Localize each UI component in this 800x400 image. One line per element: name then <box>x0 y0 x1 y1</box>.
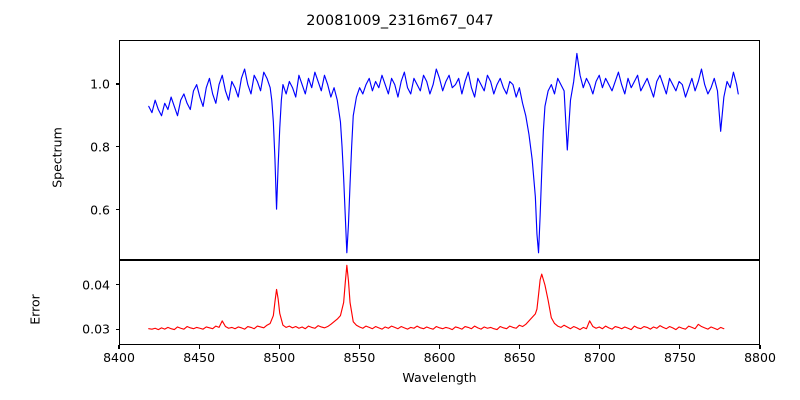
x-tick-mark-8600 <box>438 345 441 349</box>
spectrum-line-series <box>148 52 739 254</box>
error-y-axis-label: Error <box>27 294 43 325</box>
spectrum-y-tick-label-0: 0.6 <box>90 202 110 218</box>
x-tick-mark-8800 <box>759 345 761 349</box>
error-y-tick-mark-0 <box>115 328 119 330</box>
x-tick-mark-8750 <box>679 345 681 349</box>
x-tick-label-8550: 8550 <box>343 350 376 365</box>
x-tick-label-8400: 8400 <box>103 350 135 365</box>
error-y-tick-mark-1 <box>115 284 119 286</box>
x-tick-label-8650: 8650 <box>503 350 536 365</box>
page-title: 20081009_2316m67_047 <box>306 13 494 29</box>
x-tick-mark-8500 <box>278 345 280 349</box>
x-tick-label-8750: 8750 <box>663 350 696 365</box>
error-y-tick-label-1: 0.04 <box>82 277 110 293</box>
x-tick-label-8450: 8450 <box>183 350 216 365</box>
spectrum-y-axis-label: Spectrum <box>49 127 65 188</box>
error-series-path <box>148 264 725 331</box>
error-line-series <box>148 264 725 331</box>
spectrum-y-tick-label-1: 0.8 <box>90 139 110 155</box>
x-tick-mark-8650 <box>519 345 521 349</box>
x-tick-mark-8700 <box>599 345 601 349</box>
x-tick-mark-8450 <box>198 345 200 349</box>
spectrum-y-tick-mark-2 <box>115 83 119 85</box>
spectrum-plot-area <box>119 40 760 260</box>
x-tick-mark-8550 <box>358 345 360 349</box>
error-y-tick-label-0: 0.03 <box>82 321 110 337</box>
spectrum-y-tick-label-2: 1.0 <box>90 76 110 92</box>
x-tick-label-8600: 8600 <box>423 350 456 365</box>
error-plot-area <box>119 260 760 345</box>
spectrum-y-tick-mark-1 <box>115 146 119 148</box>
x-axis-label: Wavelength <box>402 370 477 385</box>
x-tick-label-8800: 8800 <box>744 350 776 365</box>
spectrum-series-path <box>148 52 739 254</box>
x-tick-label-8700: 8700 <box>583 350 616 365</box>
x-tick-label-8500: 8500 <box>263 350 296 365</box>
spectrum-y-tick-mark-0 <box>115 209 119 211</box>
x-tick-mark-8400 <box>118 345 120 349</box>
